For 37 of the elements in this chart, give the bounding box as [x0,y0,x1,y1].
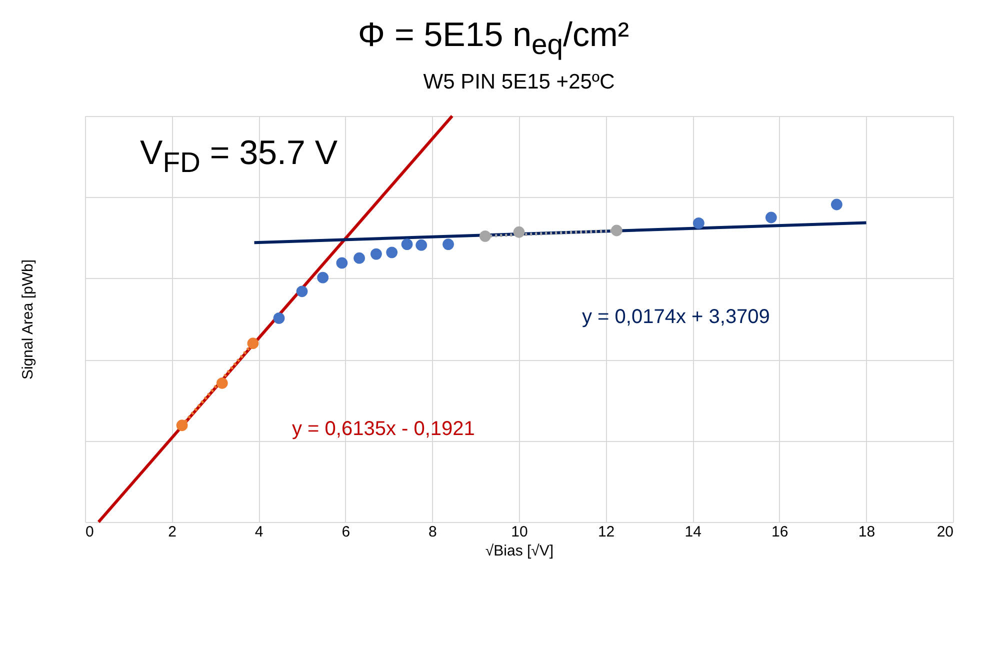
point [273,312,285,324]
point [479,230,491,242]
point [370,248,382,260]
x-tick-label: 16 [772,524,788,540]
point [513,226,525,238]
point [176,420,188,432]
annotation: V$_{FD}$ = 35.7 V [140,134,338,180]
point [247,338,259,350]
point [416,239,428,251]
point [830,198,842,210]
chart-subtitle: W5 PIN 5E15 +25ºC [423,70,615,94]
y-axis-title: Signal Area [pWb] [20,259,36,380]
x-tick-label: 18 [858,524,876,540]
annotation: y = 0,6135x - 0,1921 [292,418,475,441]
point [386,246,398,258]
annotation: y = 0,0174x + 3,3709 [582,306,770,329]
chart-title: Φ = 5E15 n$_{eq}$/cm² [356,15,630,63]
x-tick-label: 20 [936,524,954,540]
point [610,224,622,236]
x-tick-label: 12 [598,524,615,540]
x-tick-label: 6 [342,524,350,540]
x-tick-label: 8 [428,524,437,540]
x-axis-title: √Bias [√V] [485,542,554,560]
point [296,286,308,298]
point [765,212,777,224]
x-tick-label: 10 [511,524,528,540]
point [354,252,365,264]
point [442,238,454,250]
x-tick-label: 14 [684,524,702,540]
point [216,377,228,389]
point [692,217,704,229]
x-tick-label: 0 [86,524,94,540]
point [401,238,413,250]
x-tick-label: 4 [254,524,264,540]
point [336,257,348,269]
point [317,272,329,284]
x-tick-label: 2 [168,524,176,540]
